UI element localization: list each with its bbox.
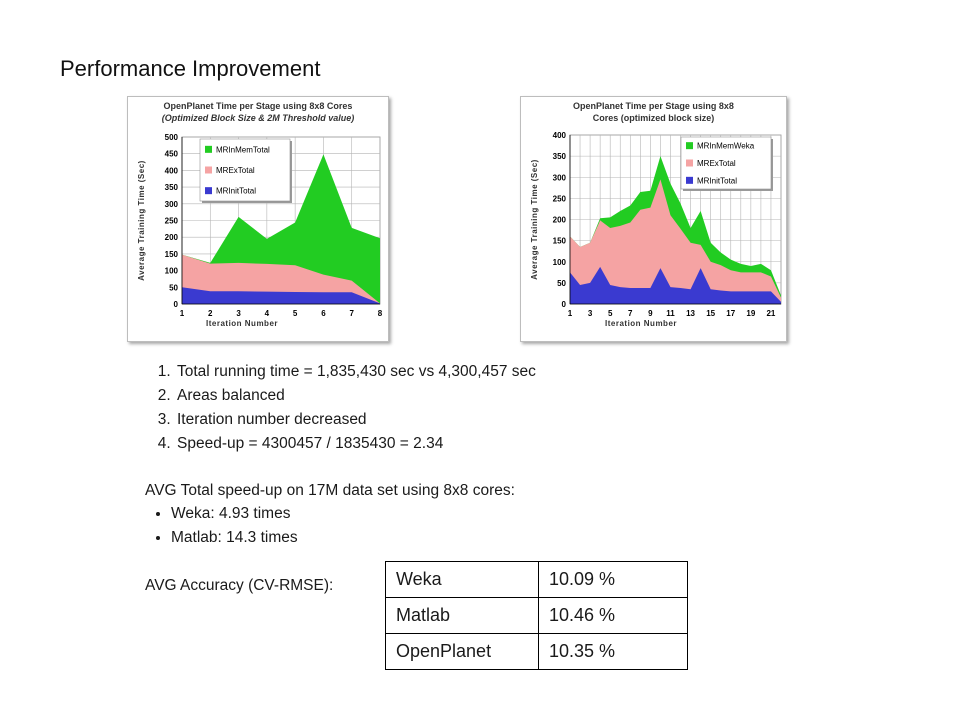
chart-title-line: (Optimized Block Size & 2M Threshold val…	[162, 113, 355, 123]
legend-swatch	[205, 166, 212, 174]
x-tick-label: 21	[766, 309, 775, 318]
area-series-MRInitTotal	[182, 287, 380, 304]
x-tick-label: 9	[648, 309, 653, 318]
x-tick-label: 7	[628, 309, 633, 318]
legend-swatch	[686, 176, 693, 184]
x-tick-label: 5	[608, 309, 613, 318]
accuracy-tool: OpenPlanet	[385, 633, 539, 670]
chart-title-line: OpenPlanet Time per Stage using 8x8 Core…	[164, 101, 353, 111]
accuracy-label: AVG Accuracy (CV-RMSE):	[145, 577, 334, 594]
y-tick-label: 100	[553, 258, 567, 267]
legend-swatch	[686, 142, 693, 150]
legend-label: MRInMemTotal	[216, 145, 270, 154]
chart-22-iterations: OpenPlanet Time per Stage using 8x8 Cores…	[530, 101, 782, 328]
x-tick-label: 1	[568, 309, 573, 318]
legend-label: MRExTotal	[216, 166, 255, 175]
table-row: Matlab 10.46 %	[385, 597, 688, 634]
speedup-item: Matlab: 14.3 times	[171, 526, 298, 550]
chart-frame-8-iterations: OpenPlanet Time per Stage using 8x8 Core…	[127, 96, 389, 342]
accuracy-tool: Weka	[385, 561, 539, 598]
legend-swatch	[205, 145, 212, 153]
y-tick-label: 400	[553, 131, 567, 140]
table-row: OpenPlanet 10.35 %	[385, 633, 688, 670]
x-tick-label: 7	[349, 309, 354, 318]
y-tick-label: 150	[553, 237, 567, 246]
table-row: Weka 10.09 %	[385, 561, 688, 598]
x-tick-label: 6	[321, 309, 326, 318]
speedup-list: Weka: 4.93 times Matlab: 14.3 times	[145, 502, 298, 550]
y-tick-label: 250	[553, 194, 567, 203]
y-tick-label: 200	[553, 216, 567, 225]
y-tick-label: 0	[174, 300, 179, 309]
y-tick-label: 350	[165, 183, 179, 192]
y-tick-label: 0	[562, 300, 567, 309]
legend-swatch	[686, 159, 693, 167]
x-tick-label: 19	[746, 309, 755, 318]
y-axis-label: Average Training Time (Sec)	[137, 160, 146, 281]
y-tick-label: 250	[165, 217, 179, 226]
accuracy-value: 10.35 %	[538, 633, 688, 670]
accuracy-tool: Matlab	[385, 597, 539, 634]
x-tick-label: 3	[588, 309, 593, 318]
result-point: Areas balanced	[175, 384, 536, 408]
x-tick-label: 13	[686, 309, 695, 318]
y-tick-label: 450	[165, 150, 179, 159]
y-tick-label: 400	[165, 166, 179, 175]
legend-label: MRInitTotal	[697, 176, 737, 185]
legend-box	[199, 138, 291, 202]
x-tick-label: 4	[265, 309, 270, 318]
speedup-title: AVG Total speed-up on 17M data set using…	[145, 482, 515, 499]
y-tick-label: 50	[557, 279, 566, 288]
legend-label: MRInitTotal	[216, 187, 256, 196]
y-tick-label: 200	[165, 233, 179, 242]
x-tick-label: 11	[666, 309, 675, 318]
chart-8-iterations: OpenPlanet Time per Stage using 8x8 Core…	[137, 101, 383, 328]
y-tick-label: 300	[165, 200, 179, 209]
x-tick-label: 1	[180, 309, 185, 318]
area-series-MRExTotal	[570, 179, 781, 304]
x-tick-label: 3	[236, 309, 241, 318]
legend-label: MRInMemWeka	[697, 142, 755, 151]
chart-title-line: Cores (optimized block size)	[593, 113, 715, 123]
result-point: Total running time = 1,835,430 sec vs 4,…	[175, 360, 536, 384]
legend-label: MRExTotal	[697, 159, 736, 168]
y-tick-label: 500	[165, 133, 179, 142]
speedup-item: Weka: 4.93 times	[171, 502, 298, 526]
y-tick-label: 50	[169, 283, 178, 292]
accuracy-value: 10.46 %	[538, 597, 688, 634]
result-point: Speed-up = 4300457 / 1835430 = 2.34	[175, 432, 536, 456]
legend-box	[680, 136, 772, 190]
x-tick-label: 15	[706, 309, 715, 318]
result-points: Total running time = 1,835,430 sec vs 4,…	[145, 360, 536, 456]
slide-title: Performance Improvement	[60, 56, 321, 81]
x-tick-label: 5	[293, 309, 298, 318]
legend-swatch	[205, 187, 212, 195]
chart-title-line: OpenPlanet Time per Stage using 8x8	[573, 101, 734, 111]
result-point: Iteration number decreased	[175, 408, 536, 432]
chart-frame-22-iterations: OpenPlanet Time per Stage using 8x8 Cores…	[520, 96, 787, 342]
x-tick-label: 8	[378, 309, 383, 318]
area-series-MRInitTotal	[570, 266, 781, 304]
y-tick-label: 300	[553, 173, 567, 182]
x-tick-label: 2	[208, 309, 213, 318]
accuracy-table: Weka 10.09 % Matlab 10.46 % OpenPlanet 1…	[385, 561, 688, 670]
x-axis-label: Iteration Number	[605, 319, 677, 328]
y-tick-label: 100	[165, 267, 179, 276]
y-tick-label: 350	[553, 152, 567, 161]
x-axis-label: Iteration Number	[206, 319, 278, 328]
x-tick-label: 17	[726, 309, 735, 318]
y-axis-label: Average Training Time (Sec)	[530, 159, 539, 280]
y-tick-label: 150	[165, 250, 179, 259]
accuracy-value: 10.09 %	[538, 561, 688, 598]
